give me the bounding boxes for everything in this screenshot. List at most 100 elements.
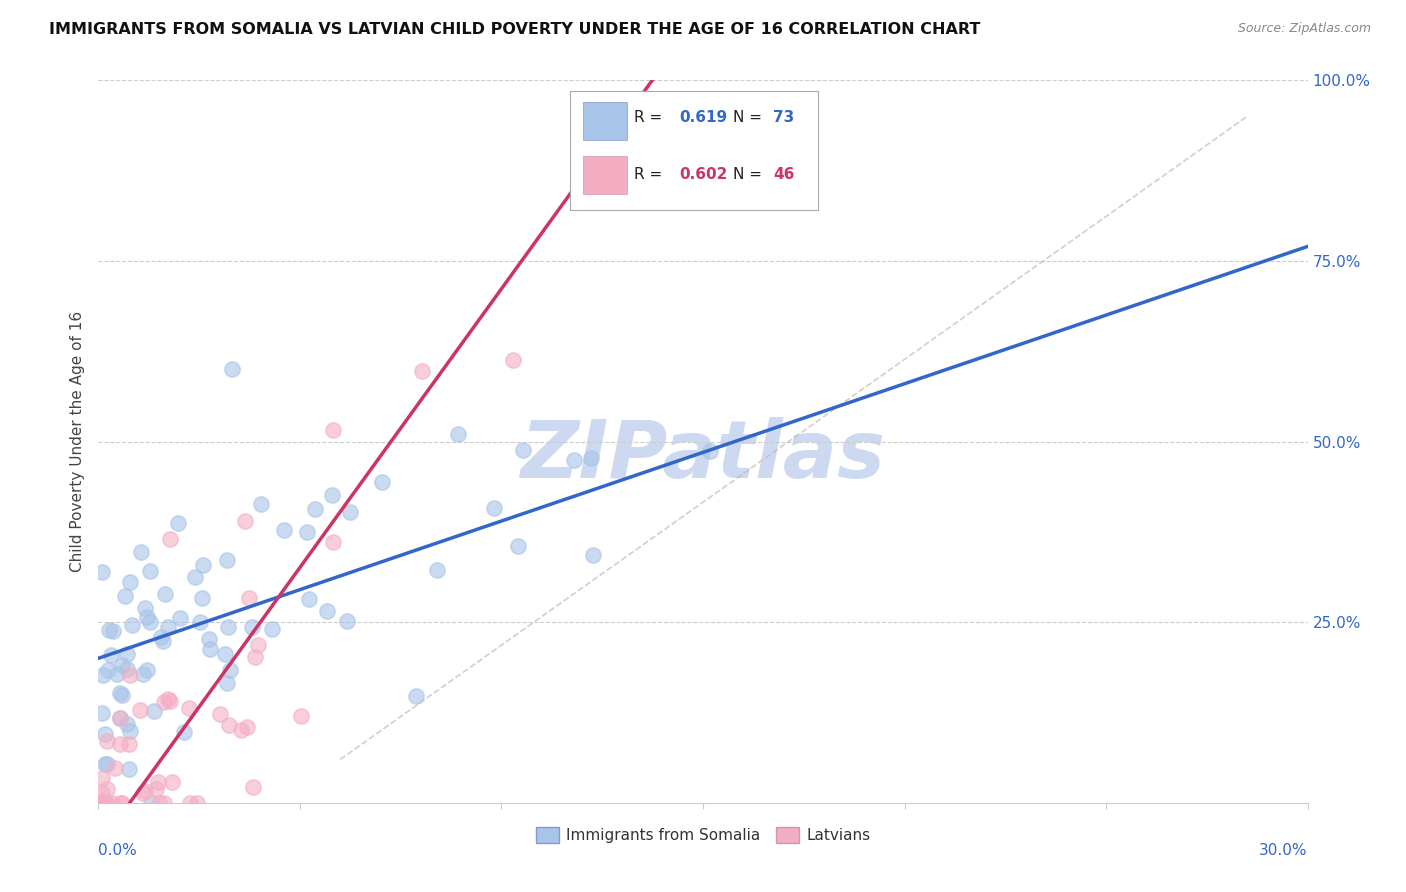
Point [186, 796, 208, 810]
Point [177, 700, 200, 714]
Point [136, 664, 159, 678]
Point [118, 575, 141, 590]
Point [512, 442, 534, 457]
Point [153, 587, 176, 601]
Point [304, 502, 326, 516]
Point [295, 524, 318, 539]
Point [242, 780, 264, 794]
Point [129, 545, 152, 559]
Point [193, 558, 215, 572]
Point [114, 589, 136, 603]
Point [142, 704, 165, 718]
Point [173, 724, 195, 739]
Point [111, 796, 134, 810]
Point [298, 591, 321, 606]
Point [188, 615, 211, 630]
Point [162, 775, 184, 789]
Point [218, 718, 240, 732]
Point [110, 796, 132, 810]
Point [91, 706, 114, 720]
Point [94, 796, 117, 810]
Text: R =: R = [634, 167, 668, 182]
Point [215, 675, 238, 690]
Point [156, 620, 179, 634]
Point [91, 565, 114, 579]
Point [132, 786, 155, 800]
Point [217, 620, 239, 634]
Text: 0.619: 0.619 [679, 111, 727, 126]
Point [582, 548, 605, 562]
Point [214, 647, 236, 661]
Point [562, 453, 585, 467]
FancyBboxPatch shape [583, 102, 627, 139]
Point [322, 423, 344, 437]
Point [217, 553, 239, 567]
FancyBboxPatch shape [583, 156, 627, 194]
Point [91, 796, 114, 810]
Point [149, 630, 172, 644]
Point [153, 695, 176, 709]
Point [98, 623, 121, 637]
Point [231, 723, 253, 738]
Point [273, 524, 295, 538]
FancyBboxPatch shape [569, 91, 818, 211]
Point [339, 505, 361, 519]
Point [117, 662, 139, 676]
Point [502, 352, 524, 367]
Point [152, 633, 174, 648]
Point [169, 611, 191, 625]
Point [96, 796, 118, 810]
Text: 30.0%: 30.0% [1260, 843, 1308, 857]
Point [139, 796, 162, 810]
Point [411, 364, 433, 378]
Point [322, 535, 344, 549]
Point [247, 639, 270, 653]
Point [108, 737, 131, 751]
Text: 46: 46 [773, 167, 794, 182]
Point [94, 757, 117, 772]
Point [101, 624, 124, 638]
Point [111, 688, 134, 702]
Y-axis label: Child Poverty Under the Age of 16: Child Poverty Under the Age of 16 [69, 311, 84, 572]
Point [91, 796, 114, 810]
Point [145, 782, 167, 797]
Point [243, 650, 266, 665]
Point [184, 570, 207, 584]
Point [405, 689, 427, 703]
Point [159, 694, 181, 708]
Point [167, 516, 190, 530]
Point [108, 711, 131, 725]
Point [96, 733, 118, 747]
Text: N =: N = [734, 111, 768, 126]
Text: 0.0%: 0.0% [98, 843, 138, 857]
Point [238, 591, 260, 605]
Point [153, 796, 176, 810]
Point [132, 667, 155, 681]
Point [138, 564, 160, 578]
Point [179, 796, 201, 810]
Point [115, 647, 138, 661]
Point [219, 664, 242, 678]
Point [236, 720, 259, 734]
Point [108, 685, 131, 699]
Point [97, 664, 120, 678]
Point [111, 658, 134, 673]
Point [94, 726, 117, 740]
Point [699, 443, 721, 458]
Point [138, 615, 160, 630]
Point [506, 539, 529, 553]
Point [240, 620, 263, 634]
Point [134, 601, 156, 615]
Point [100, 648, 122, 663]
Point [290, 709, 312, 723]
Point [426, 562, 449, 576]
Legend: Immigrants from Somalia, Latvians: Immigrants from Somalia, Latvians [530, 822, 876, 849]
Point [198, 632, 221, 647]
Point [101, 796, 124, 810]
Text: ZIPatlas: ZIPatlas [520, 417, 886, 495]
Point [96, 782, 118, 797]
Point [121, 618, 143, 632]
Text: Source: ZipAtlas.com: Source: ZipAtlas.com [1237, 22, 1371, 36]
Point [91, 794, 114, 808]
Text: N =: N = [734, 167, 768, 182]
